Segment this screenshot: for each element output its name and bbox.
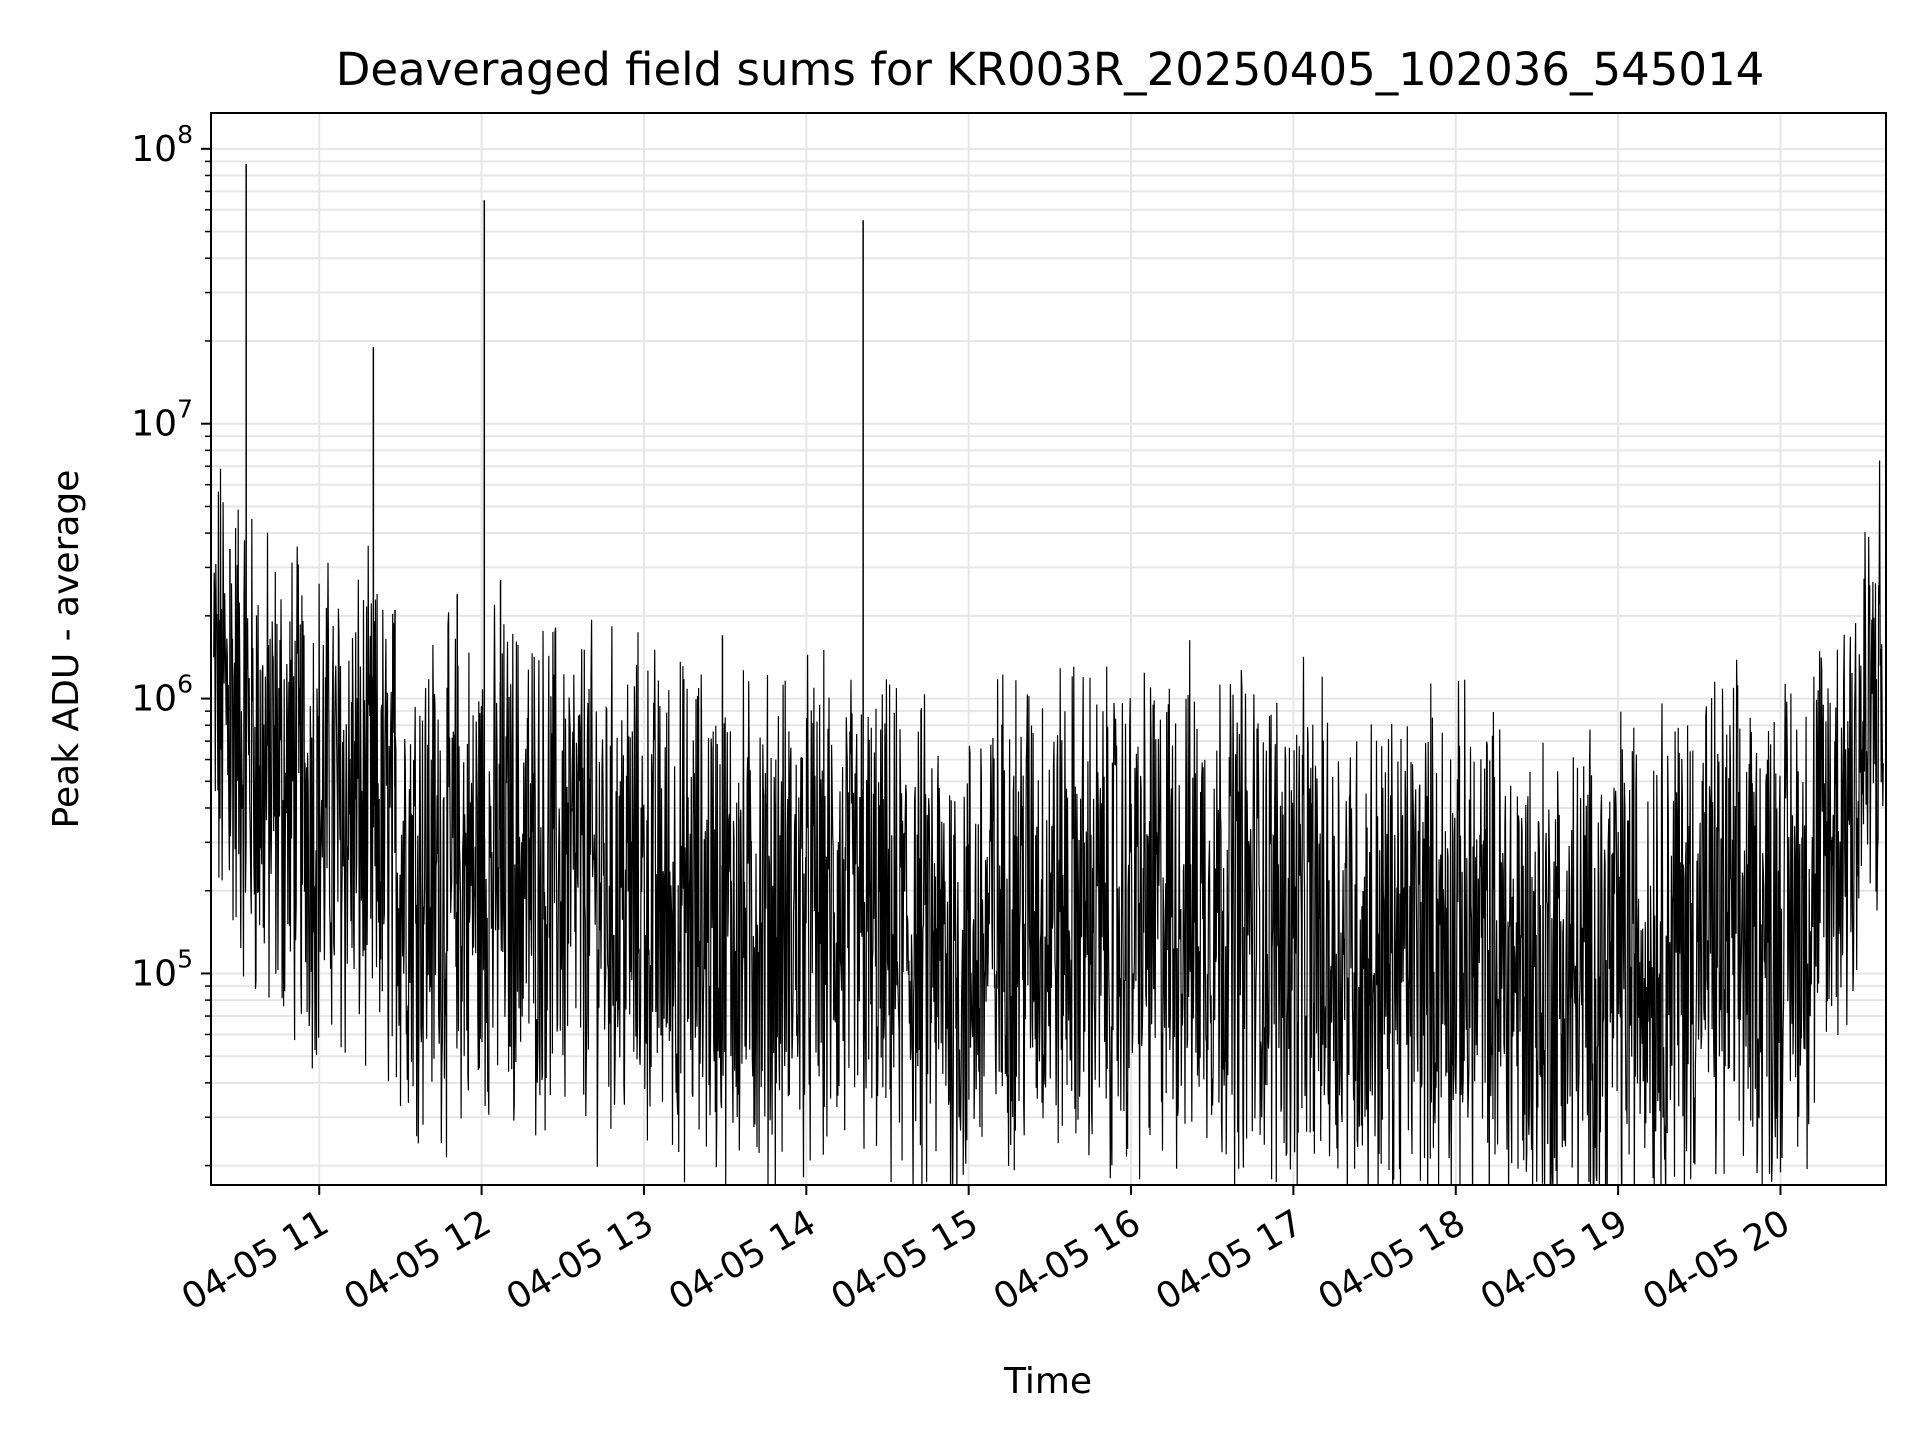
y-tick-label: 105 [131, 944, 193, 994]
chart-title: Deaveraged field sums for KR003R_2025040… [336, 43, 1765, 96]
series-layer [213, 164, 1884, 1185]
grid [211, 113, 1886, 1185]
y-axis-label: Peak ADU - average [46, 470, 87, 829]
x-axis-label: Time [1003, 1361, 1092, 1402]
y-tick-label: 106 [131, 670, 193, 720]
series-line [213, 460, 1884, 1185]
y-tick-label: 107 [131, 395, 193, 445]
plot-frame [210, 112, 1887, 1186]
y-axis: 105 106 107 108 [131, 120, 211, 1167]
series-group [213, 164, 1884, 1185]
y-tick-label: 108 [131, 120, 193, 170]
